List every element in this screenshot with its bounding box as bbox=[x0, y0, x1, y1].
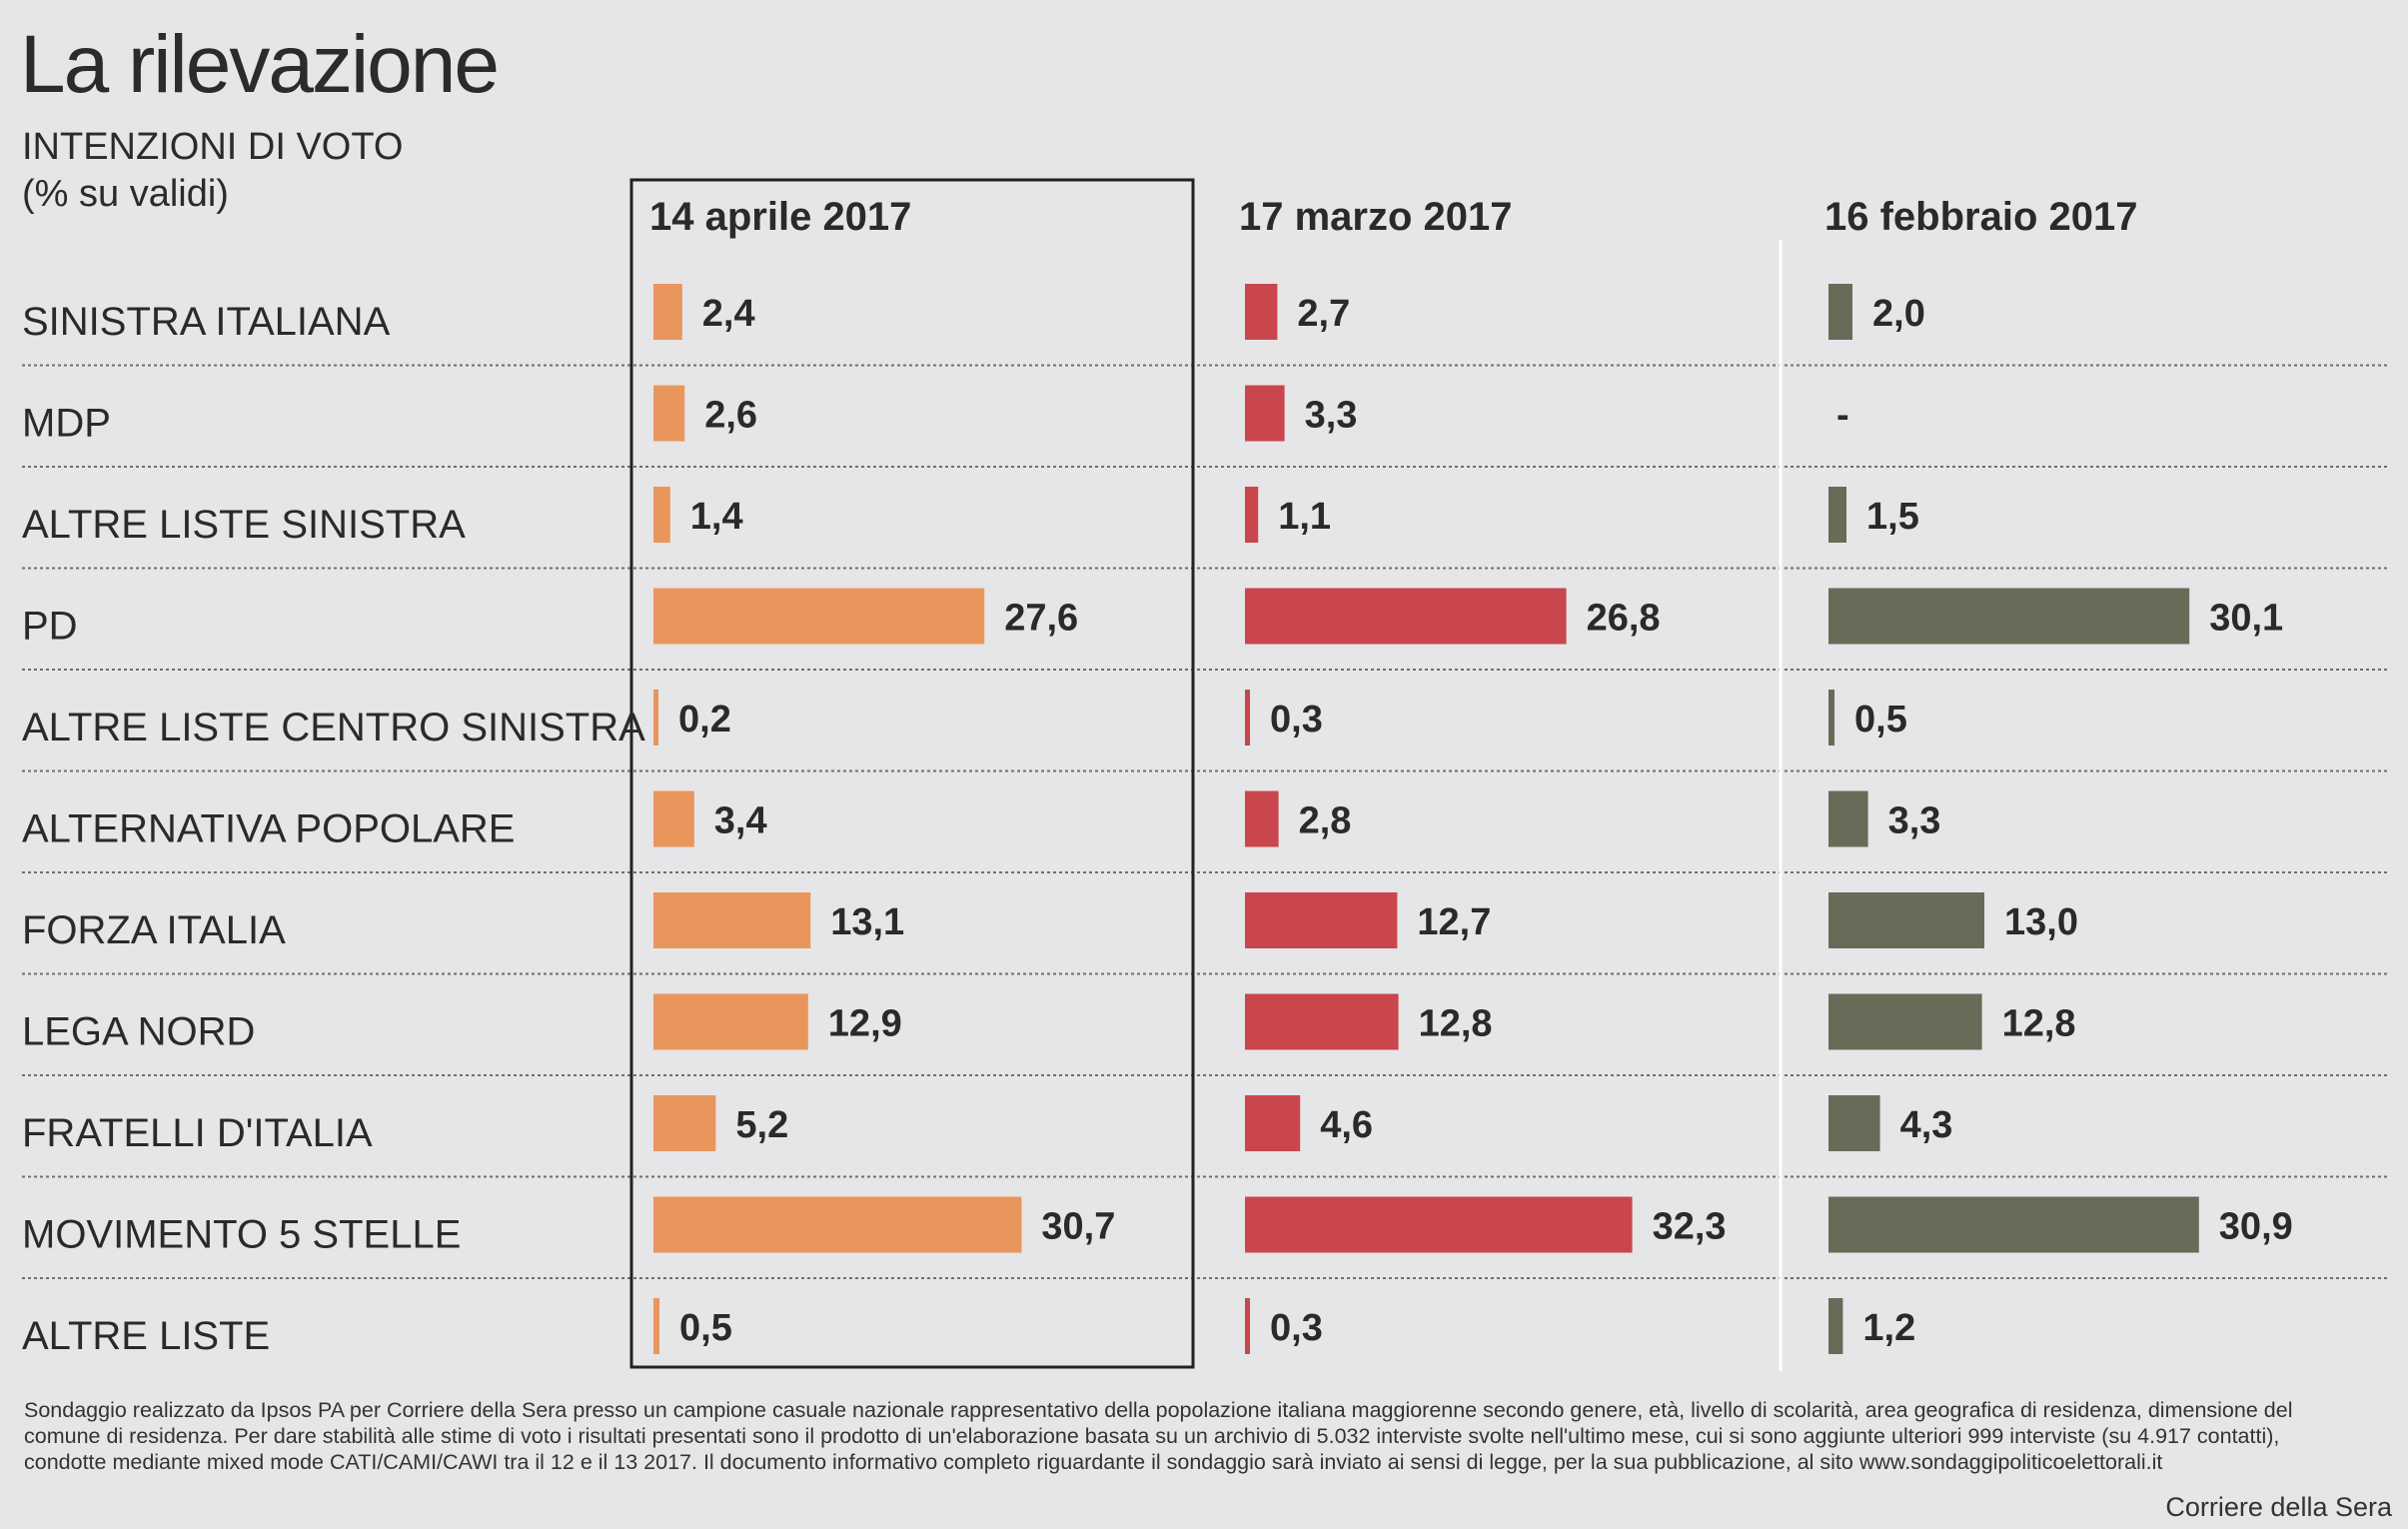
bar bbox=[1828, 588, 2190, 645]
data-label: 3,3 bbox=[1305, 395, 1358, 437]
category-label: FORZA ITALIA bbox=[22, 908, 286, 952]
bar bbox=[653, 993, 808, 1050]
category-label: ALTERNATIVA POPOLARE bbox=[22, 807, 515, 851]
source-credit: Corriere della Sera bbox=[2165, 1492, 2392, 1522]
bar bbox=[1245, 690, 1250, 746]
category-label: ALTRE LISTE CENTRO SINISTRA bbox=[22, 706, 645, 750]
bar bbox=[1245, 284, 1278, 340]
chart-title: La rilevazione bbox=[20, 19, 500, 110]
data-label: 30,7 bbox=[1041, 1206, 1115, 1248]
bar bbox=[1245, 487, 1259, 543]
data-label: 12,9 bbox=[828, 1003, 902, 1045]
bar bbox=[1245, 385, 1285, 442]
category-label: MOVIMENTO 5 STELLE bbox=[22, 1213, 461, 1257]
bar bbox=[1245, 1095, 1301, 1151]
data-label: 3,3 bbox=[1888, 800, 1941, 842]
data-label: 13,0 bbox=[2004, 901, 2078, 943]
bar bbox=[1828, 892, 1984, 948]
category-label: ALTRE LISTE SINISTRA bbox=[22, 503, 466, 547]
data-label: 12,8 bbox=[1419, 1003, 1493, 1045]
data-label: 1,1 bbox=[1278, 496, 1331, 538]
subtitle-line-2: (% su validi) bbox=[22, 173, 229, 215]
data-label: 2,0 bbox=[1872, 293, 1925, 335]
data-label: 2,4 bbox=[702, 293, 755, 335]
data-label: 2,7 bbox=[1297, 293, 1350, 335]
category-label: FRATELLI D'ITALIA bbox=[22, 1111, 373, 1155]
data-label: 30,9 bbox=[2219, 1206, 2293, 1248]
bar bbox=[1828, 1095, 1880, 1151]
bar bbox=[653, 790, 694, 847]
data-label: 1,4 bbox=[690, 496, 743, 538]
data-label: 2,6 bbox=[704, 395, 757, 437]
bar bbox=[653, 690, 658, 746]
data-label: 3,4 bbox=[714, 800, 767, 842]
bar bbox=[1828, 1196, 2199, 1253]
category-label: MDP bbox=[22, 402, 111, 446]
chart-subtitle: INTENZIONI DI VOTO (% su validi) bbox=[22, 124, 403, 218]
methodology-note: Sondaggio realizzato da Ipsos PA per Cor… bbox=[24, 1398, 2293, 1474]
data-label: 12,8 bbox=[2002, 1003, 2076, 1045]
highlight-frame bbox=[629, 178, 1195, 1369]
series-header: 17 marzo 2017 bbox=[1239, 195, 1513, 239]
data-label: 0,5 bbox=[1854, 699, 1907, 741]
bar bbox=[1828, 790, 1868, 847]
bar bbox=[1828, 487, 1846, 543]
data-label: 26,8 bbox=[1587, 598, 1661, 640]
series-header: 16 febbraio 2017 bbox=[1824, 195, 2138, 239]
bar bbox=[1245, 892, 1398, 948]
bar bbox=[1245, 993, 1399, 1050]
data-label: 1,5 bbox=[1866, 496, 1919, 538]
data-label: - bbox=[1836, 395, 1849, 437]
bar bbox=[653, 284, 682, 340]
bar bbox=[1828, 690, 1834, 746]
bar bbox=[1828, 993, 1982, 1050]
bar bbox=[1828, 284, 1852, 340]
bar bbox=[653, 1298, 659, 1354]
data-label: 1,2 bbox=[1862, 1307, 1915, 1349]
category-label: PD bbox=[22, 605, 78, 649]
bar bbox=[653, 385, 685, 442]
data-label: 0,3 bbox=[1270, 1307, 1323, 1349]
data-label: 27,6 bbox=[1004, 598, 1078, 640]
bar bbox=[653, 588, 985, 645]
bar bbox=[1828, 1298, 1843, 1354]
subtitle-line-1: INTENZIONI DI VOTO bbox=[22, 126, 404, 168]
bar bbox=[653, 892, 811, 948]
bar bbox=[653, 487, 670, 543]
poll-bar-chart: SINISTRA ITALIANA MDP ALTRE LISTE SINISTRA… bbox=[22, 178, 2388, 1371]
bar bbox=[653, 1196, 1022, 1253]
data-label: 12,7 bbox=[1417, 901, 1491, 943]
bar bbox=[653, 1095, 716, 1151]
data-label: 0,3 bbox=[1270, 699, 1323, 741]
data-label: 2,8 bbox=[1299, 800, 1352, 842]
bar bbox=[1245, 790, 1279, 847]
data-label: 5,2 bbox=[735, 1104, 788, 1146]
bar bbox=[1245, 1196, 1633, 1253]
category-label: SINISTRA ITALIANA bbox=[22, 300, 391, 344]
data-label: 4,6 bbox=[1320, 1104, 1373, 1146]
bar bbox=[1245, 1298, 1250, 1354]
category-label: LEGA NORD bbox=[22, 1010, 255, 1054]
category-label: ALTRE LISTE bbox=[22, 1314, 270, 1358]
data-label: 13,1 bbox=[830, 901, 904, 943]
data-label: 32,3 bbox=[1653, 1206, 1727, 1248]
series-header: 14 aprile 2017 bbox=[649, 195, 911, 239]
data-label: 4,3 bbox=[1900, 1104, 1953, 1146]
data-label: 30,1 bbox=[2209, 598, 2283, 640]
data-label: 0,2 bbox=[678, 699, 731, 741]
data-label: 0,5 bbox=[679, 1307, 732, 1349]
bar bbox=[1245, 588, 1567, 645]
